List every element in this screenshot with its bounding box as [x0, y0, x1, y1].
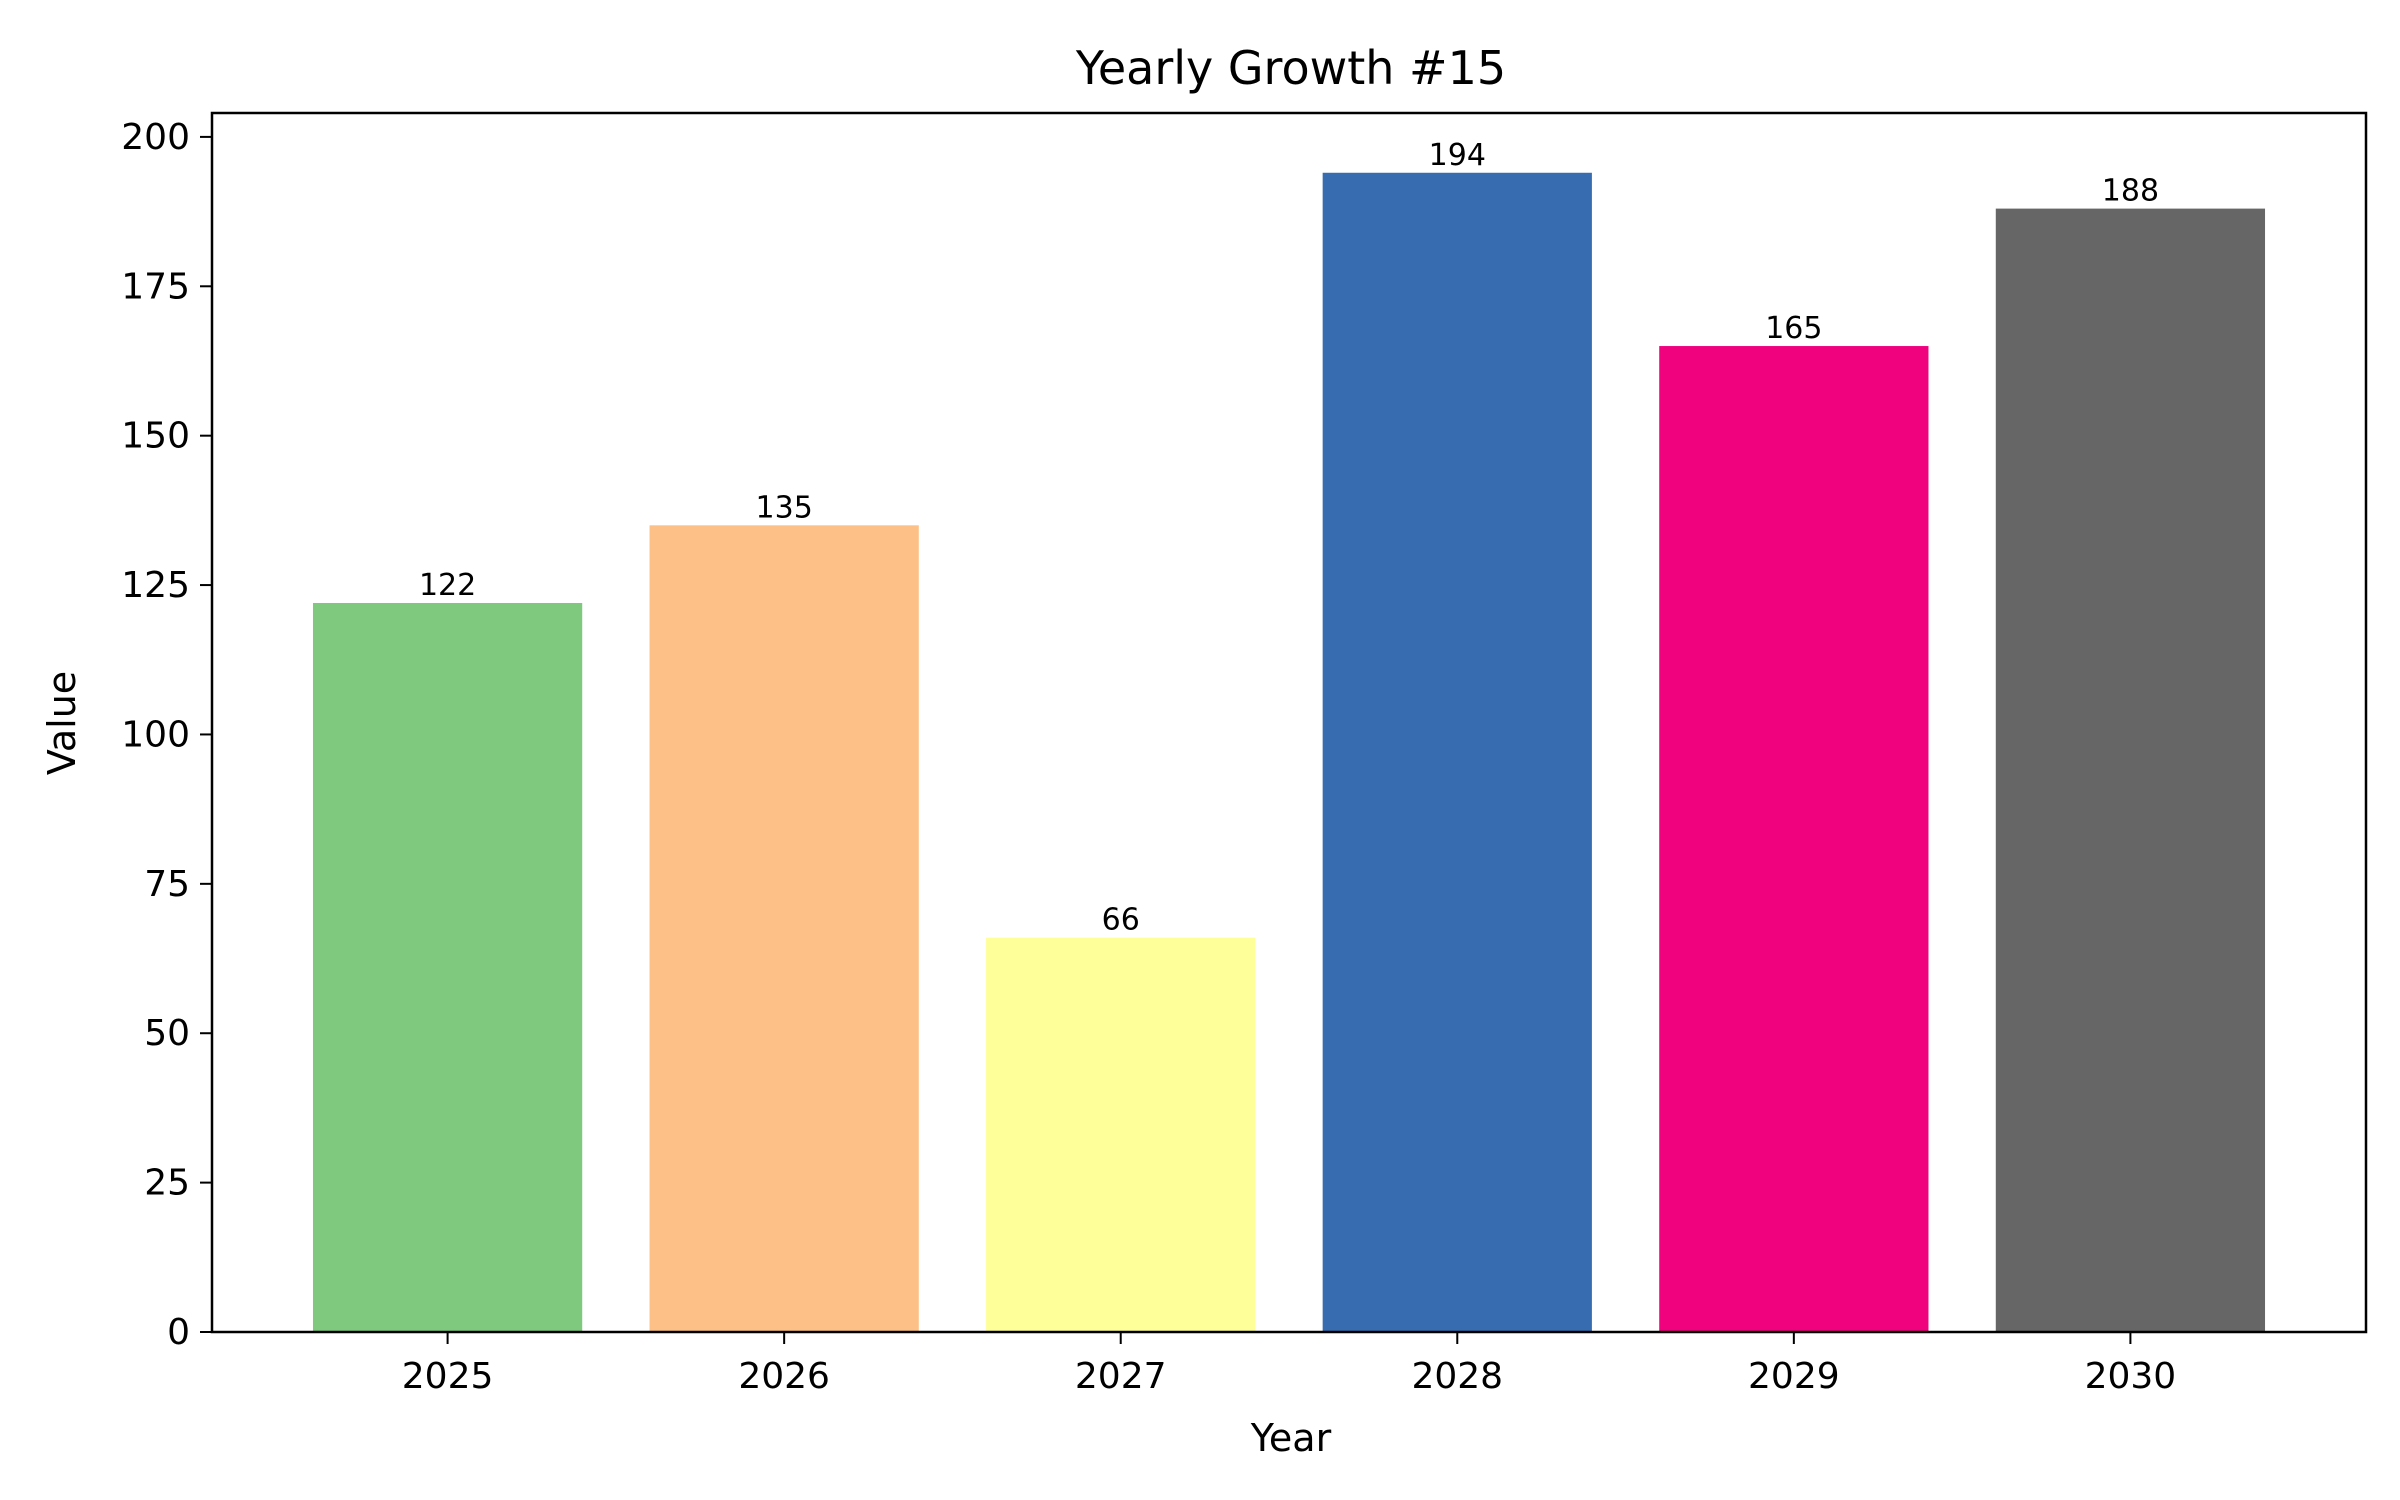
data-label-2028: 194: [1429, 138, 1486, 173]
data-label-2029: 165: [1765, 311, 1822, 346]
x-tick-label-2028: 2028: [1411, 1356, 1503, 1397]
y-tick-label-150: 150: [121, 416, 190, 457]
chart-title: Yearly Growth #15: [1075, 41, 1506, 95]
bar-2030: [1995, 208, 2266, 1332]
y-tick-label-125: 125: [121, 565, 190, 606]
x-tick-label-2030: 2030: [2085, 1356, 2177, 1397]
bar-2028: [1322, 172, 1592, 1333]
y-axis: 0 25 50 75 100 125 150 175 200: [121, 117, 212, 1353]
bar-2027: [986, 937, 1256, 1332]
y-tick-label-75: 75: [144, 864, 190, 905]
x-tick-label-2026: 2026: [738, 1356, 830, 1397]
y-tick-label-0: 0: [167, 1312, 190, 1353]
y-tick-label-25: 25: [144, 1163, 190, 1204]
bar-2026: [649, 525, 919, 1332]
y-tick-label-100: 100: [121, 714, 190, 755]
x-tick-label-2025: 2025: [402, 1356, 494, 1397]
y-tick-label-200: 200: [121, 117, 190, 158]
y-tick-label-175: 175: [121, 266, 190, 307]
bar-2025: [312, 602, 583, 1332]
bar-2029: [1659, 346, 1929, 1332]
data-label-2030: 188: [2102, 174, 2159, 209]
x-tick-label-2029: 2029: [1748, 1356, 1840, 1397]
y-tick-label-50: 50: [144, 1013, 190, 1054]
plot-frame: [210, 111, 2368, 1334]
data-label-2025: 122: [419, 568, 476, 603]
x-axis-title: Year: [1250, 1416, 1332, 1460]
bars-layer: [312, 172, 2266, 1333]
x-tick-label-2027: 2027: [1075, 1356, 1167, 1397]
data-label-2027: 66: [1102, 903, 1140, 938]
data-labels-layer: 122 135 66 194 165 188: [419, 138, 2159, 938]
data-label-2026: 135: [756, 490, 813, 525]
y-axis-title: Value: [40, 671, 84, 775]
x-axis: 2025 2026 2027 2028 2029 2030: [402, 1332, 2176, 1397]
